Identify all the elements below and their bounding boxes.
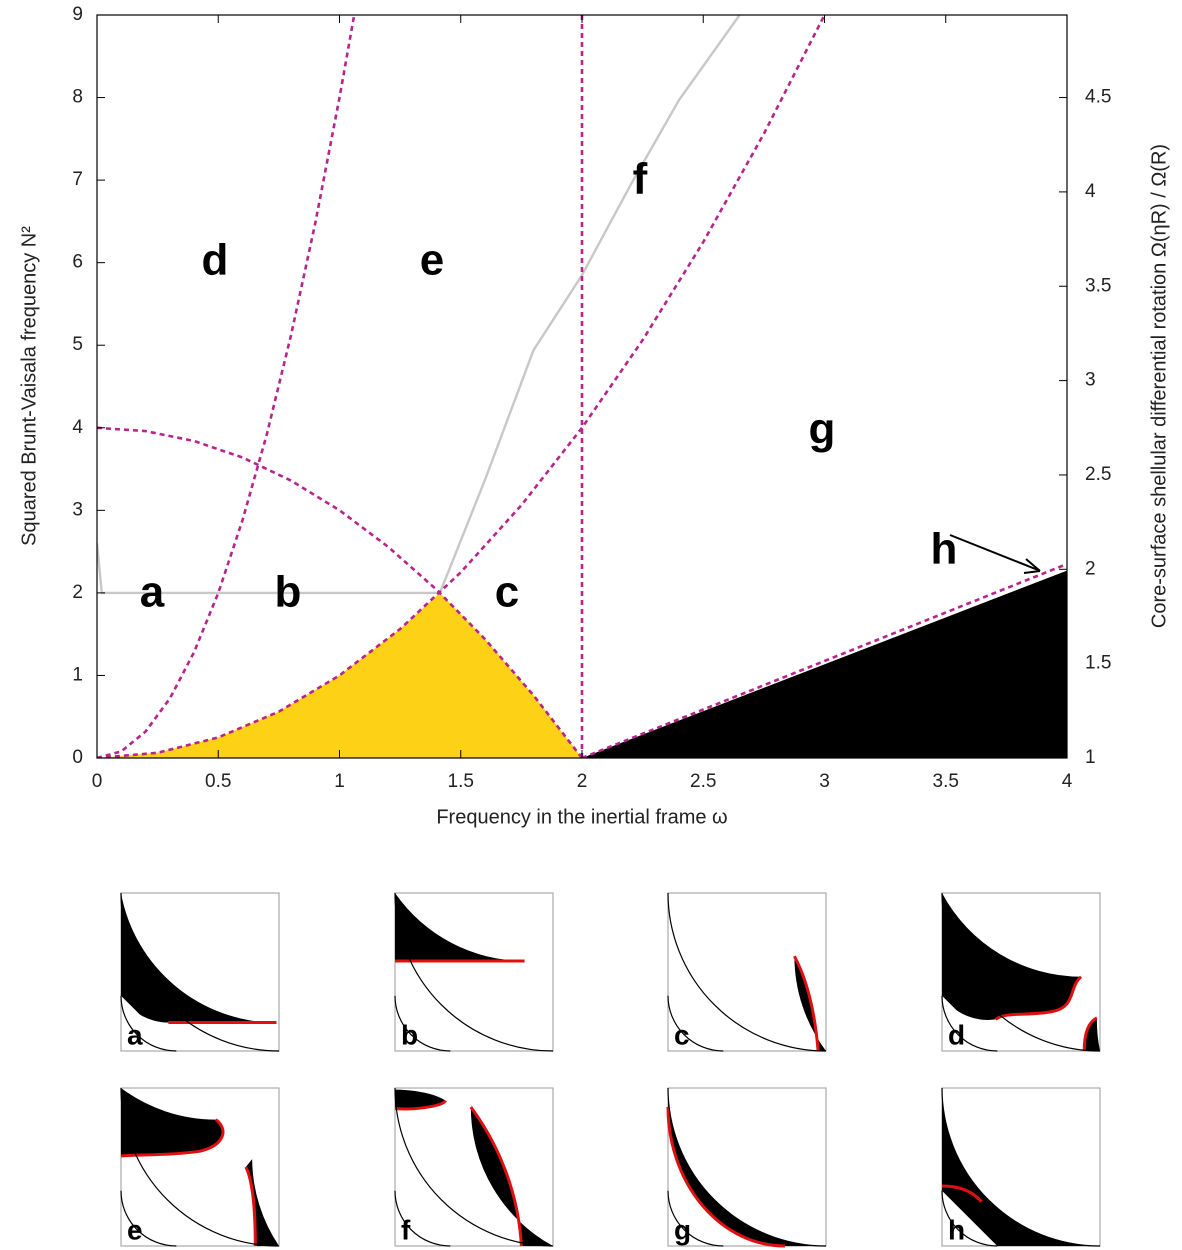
outer-boundary xyxy=(394,1087,554,1247)
y-axis-label: Squared Brunt-Vaisala frequency N² xyxy=(18,226,40,546)
y-tick-label: 3 xyxy=(72,499,83,520)
region-label: a xyxy=(140,568,165,617)
x-tick-label: 4 xyxy=(1062,771,1073,792)
mode-panel xyxy=(120,892,280,1052)
mode-edge xyxy=(793,955,820,1052)
mode-panel xyxy=(394,1087,554,1247)
y2-tick-label: 4.5 xyxy=(1085,87,1111,108)
mode-panel xyxy=(394,892,554,1052)
mode-edge xyxy=(941,1184,983,1203)
region-label: d xyxy=(202,236,229,285)
x-tick-label: 2.5 xyxy=(690,771,716,792)
mode-panel xyxy=(120,1087,280,1247)
mode-edge xyxy=(994,975,1098,1052)
x-tick-label: 3 xyxy=(819,771,830,792)
mode-panel xyxy=(941,1087,1101,1247)
panel-label: c xyxy=(674,1019,690,1050)
y-tick-label: 1 xyxy=(72,664,83,685)
region-label: e xyxy=(420,236,444,285)
region-fill xyxy=(582,570,1067,758)
y2-tick-label: 2 xyxy=(1085,558,1096,579)
outer-boundary xyxy=(667,892,827,1052)
mode-region xyxy=(395,1089,553,1246)
x-tick-label: 0.5 xyxy=(205,771,231,792)
y2-tick-label: 1.5 xyxy=(1085,653,1111,674)
mode-panel xyxy=(666,1087,827,1248)
arrow-head xyxy=(1023,558,1041,574)
region-label: f xyxy=(633,155,648,204)
dashed-curve xyxy=(97,426,584,758)
y2-tick-label: 3 xyxy=(1085,370,1096,391)
y-tick-label: 9 xyxy=(72,4,83,25)
outer-boundary xyxy=(120,892,280,1052)
mode-edge xyxy=(394,1099,523,1247)
y2-tick-label: 3.5 xyxy=(1085,275,1111,296)
panel-label: a xyxy=(127,1019,143,1050)
annotation-arrow xyxy=(949,534,1039,571)
mode-edge xyxy=(120,1118,257,1247)
outer-boundary xyxy=(941,892,1101,1052)
y-tick-label: 4 xyxy=(72,417,83,438)
y-tick-label: 5 xyxy=(72,334,83,355)
mode-region xyxy=(942,1088,1100,1246)
mode-region xyxy=(121,893,277,1023)
region-label: h xyxy=(931,525,958,574)
mode-region xyxy=(121,1088,279,1246)
panel-label: d xyxy=(948,1019,965,1050)
x-tick-label: 2 xyxy=(577,771,588,792)
y2-tick-label: 2.5 xyxy=(1085,464,1111,485)
mode-region xyxy=(668,1088,826,1246)
y2-tick-label: 1 xyxy=(1085,747,1096,768)
mode-region xyxy=(942,893,1100,1051)
dashed-curve xyxy=(581,562,1067,758)
panel-label: h xyxy=(948,1214,965,1245)
y-tick-label: 2 xyxy=(72,582,83,603)
y2-axis-label: Core-surface shellular differential rota… xyxy=(1148,144,1170,628)
outer-boundary xyxy=(394,892,554,1052)
mode-panel xyxy=(667,892,827,1052)
outer-boundary xyxy=(941,1087,1101,1247)
panel-label: f xyxy=(401,1214,411,1245)
y-tick-label: 7 xyxy=(72,169,83,190)
curve xyxy=(97,15,741,595)
y-tick-label: 8 xyxy=(72,87,83,108)
dashed-curve xyxy=(97,15,356,758)
region-label: c xyxy=(495,568,519,617)
region-fill xyxy=(97,592,582,758)
x-axis-label: Frequency in the inertial frame ω xyxy=(436,806,727,828)
mode-panel xyxy=(941,892,1101,1052)
region-label: g xyxy=(809,405,836,454)
outer-boundary xyxy=(667,1087,827,1247)
panel-label: g xyxy=(674,1214,691,1245)
mode-edge xyxy=(666,1106,785,1248)
panel-label: b xyxy=(401,1019,418,1050)
x-tick-label: 3.5 xyxy=(933,771,959,792)
y-tick-label: 6 xyxy=(72,252,83,273)
mode-region xyxy=(395,893,525,961)
panel-label: e xyxy=(127,1214,143,1245)
region-label: b xyxy=(275,568,302,617)
dashed-curve xyxy=(97,15,826,758)
x-tick-label: 1 xyxy=(334,771,345,792)
x-tick-label: 1.5 xyxy=(448,771,474,792)
outer-boundary xyxy=(120,1087,280,1247)
y2-tick-label: 4 xyxy=(1085,181,1096,202)
plot-area xyxy=(97,15,1067,758)
y-tick-label: 0 xyxy=(72,747,83,768)
x-tick-label: 0 xyxy=(92,771,103,792)
